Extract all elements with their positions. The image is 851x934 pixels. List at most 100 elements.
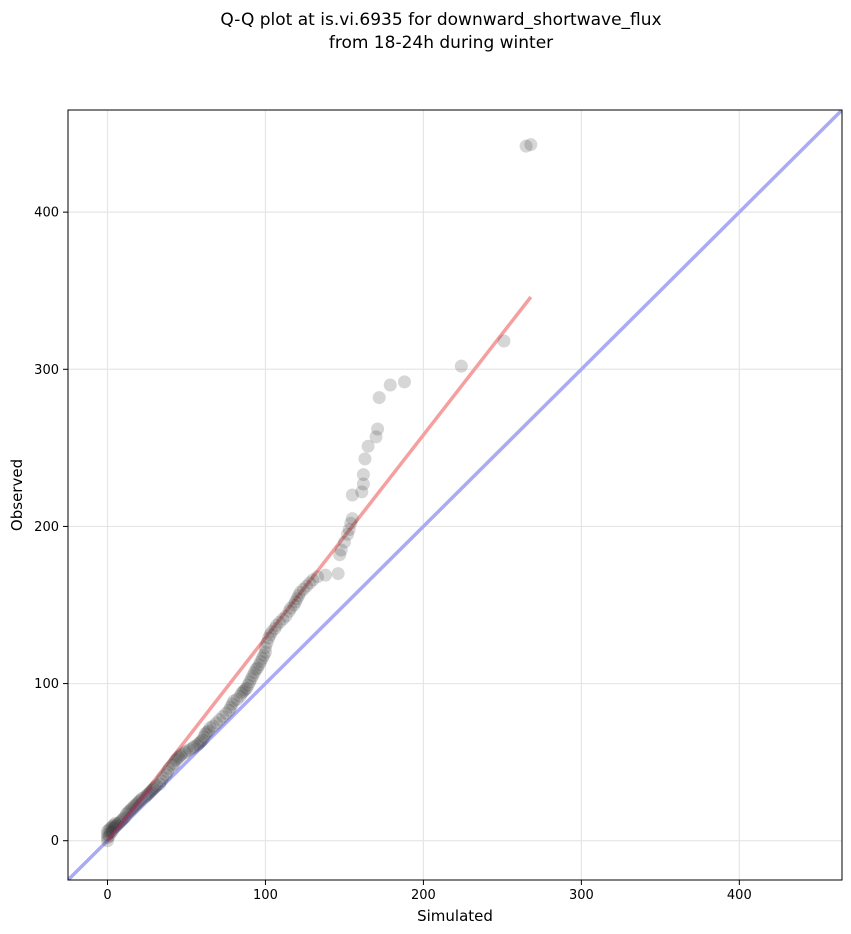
data-point <box>254 655 268 669</box>
y-tick-label: 100 <box>34 677 59 692</box>
data-point <box>192 736 206 750</box>
data-point <box>115 813 129 827</box>
y-axis-label: Observed <box>8 459 26 531</box>
data-point <box>124 802 138 816</box>
data-point <box>239 681 253 695</box>
data-point <box>284 601 298 615</box>
data-point <box>213 713 227 727</box>
data-point <box>288 595 302 609</box>
low-range-overlap <box>106 786 153 842</box>
data-point <box>257 648 271 662</box>
x-tick-label: 0 <box>103 888 111 903</box>
data-point <box>247 666 261 680</box>
data-point <box>265 625 279 639</box>
plot-area <box>68 110 842 880</box>
data-point <box>209 716 223 730</box>
data-point <box>397 375 411 389</box>
data-point <box>110 818 124 832</box>
data-point <box>100 831 114 845</box>
data-point <box>519 139 533 153</box>
x-tick-label: 400 <box>727 888 752 903</box>
data-point <box>145 783 159 797</box>
data-point <box>372 391 386 405</box>
data-point <box>173 749 187 763</box>
data-point <box>104 826 118 840</box>
data-point <box>216 710 230 724</box>
data-point <box>183 743 197 757</box>
data-point <box>146 782 160 796</box>
data-point <box>276 612 290 626</box>
data-point <box>121 805 135 819</box>
data-point <box>194 735 208 749</box>
data-point <box>345 512 359 526</box>
data-point <box>306 573 320 587</box>
data-point <box>179 744 193 758</box>
data-point <box>383 378 397 392</box>
data-point <box>230 692 244 706</box>
data-point <box>345 488 359 502</box>
data-point <box>246 669 260 683</box>
data-point <box>186 741 200 755</box>
x-tick-label: 100 <box>253 888 278 903</box>
data-point <box>358 452 372 466</box>
data-point <box>238 683 252 697</box>
data-point <box>258 640 272 654</box>
data-point <box>108 820 122 834</box>
y-tick-label: 200 <box>34 520 59 535</box>
data-point <box>187 739 201 753</box>
data-point <box>334 543 348 557</box>
data-point <box>303 576 317 590</box>
data-point <box>202 724 216 738</box>
x-axis-label: Simulated <box>417 907 493 925</box>
x-tick-label: 300 <box>569 888 594 903</box>
data-point <box>162 761 176 775</box>
fit-line <box>106 295 533 842</box>
data-point <box>100 824 114 838</box>
data-point <box>333 548 347 562</box>
data-point <box>224 700 238 714</box>
x-tick-label: 200 <box>411 888 436 903</box>
data-point <box>206 719 220 733</box>
data-point <box>107 821 121 835</box>
data-point <box>222 703 236 717</box>
data-point <box>290 592 304 606</box>
y-tick-label: 400 <box>34 206 59 221</box>
data-point <box>241 678 255 692</box>
data-point <box>170 752 184 766</box>
data-point <box>161 765 175 779</box>
data-point <box>102 829 116 843</box>
data-point <box>331 567 345 581</box>
data-point <box>296 582 310 596</box>
data-point <box>197 730 211 744</box>
data-point <box>148 780 162 794</box>
data-point <box>249 662 263 676</box>
data-point <box>371 422 385 436</box>
data-point <box>252 658 266 672</box>
data-point <box>263 628 277 642</box>
data-point <box>235 686 249 700</box>
data-point <box>119 807 133 821</box>
data-point <box>311 570 325 584</box>
data-point <box>178 746 192 760</box>
data-point <box>113 815 127 829</box>
data-point <box>167 757 181 771</box>
axes: 0 100 200 300 400 0 100 200 300 400 <box>34 206 752 903</box>
data-point <box>356 477 370 491</box>
data-point <box>227 694 241 708</box>
data-point <box>105 824 119 838</box>
data-point <box>344 516 358 530</box>
data-point <box>143 785 157 799</box>
data-point <box>153 777 167 791</box>
data-point <box>258 645 272 659</box>
data-point <box>282 604 296 618</box>
data-point <box>116 812 130 826</box>
data-point <box>165 758 179 772</box>
data-point <box>279 609 293 623</box>
data-point <box>200 725 214 739</box>
data-point <box>172 750 186 764</box>
data-point <box>454 359 468 373</box>
y-tick-label: 0 <box>51 834 59 849</box>
chart-title: Q-Q plot at is.vi.6935 for downward_shor… <box>220 10 661 30</box>
data-point <box>342 523 356 537</box>
data-point <box>149 779 163 793</box>
